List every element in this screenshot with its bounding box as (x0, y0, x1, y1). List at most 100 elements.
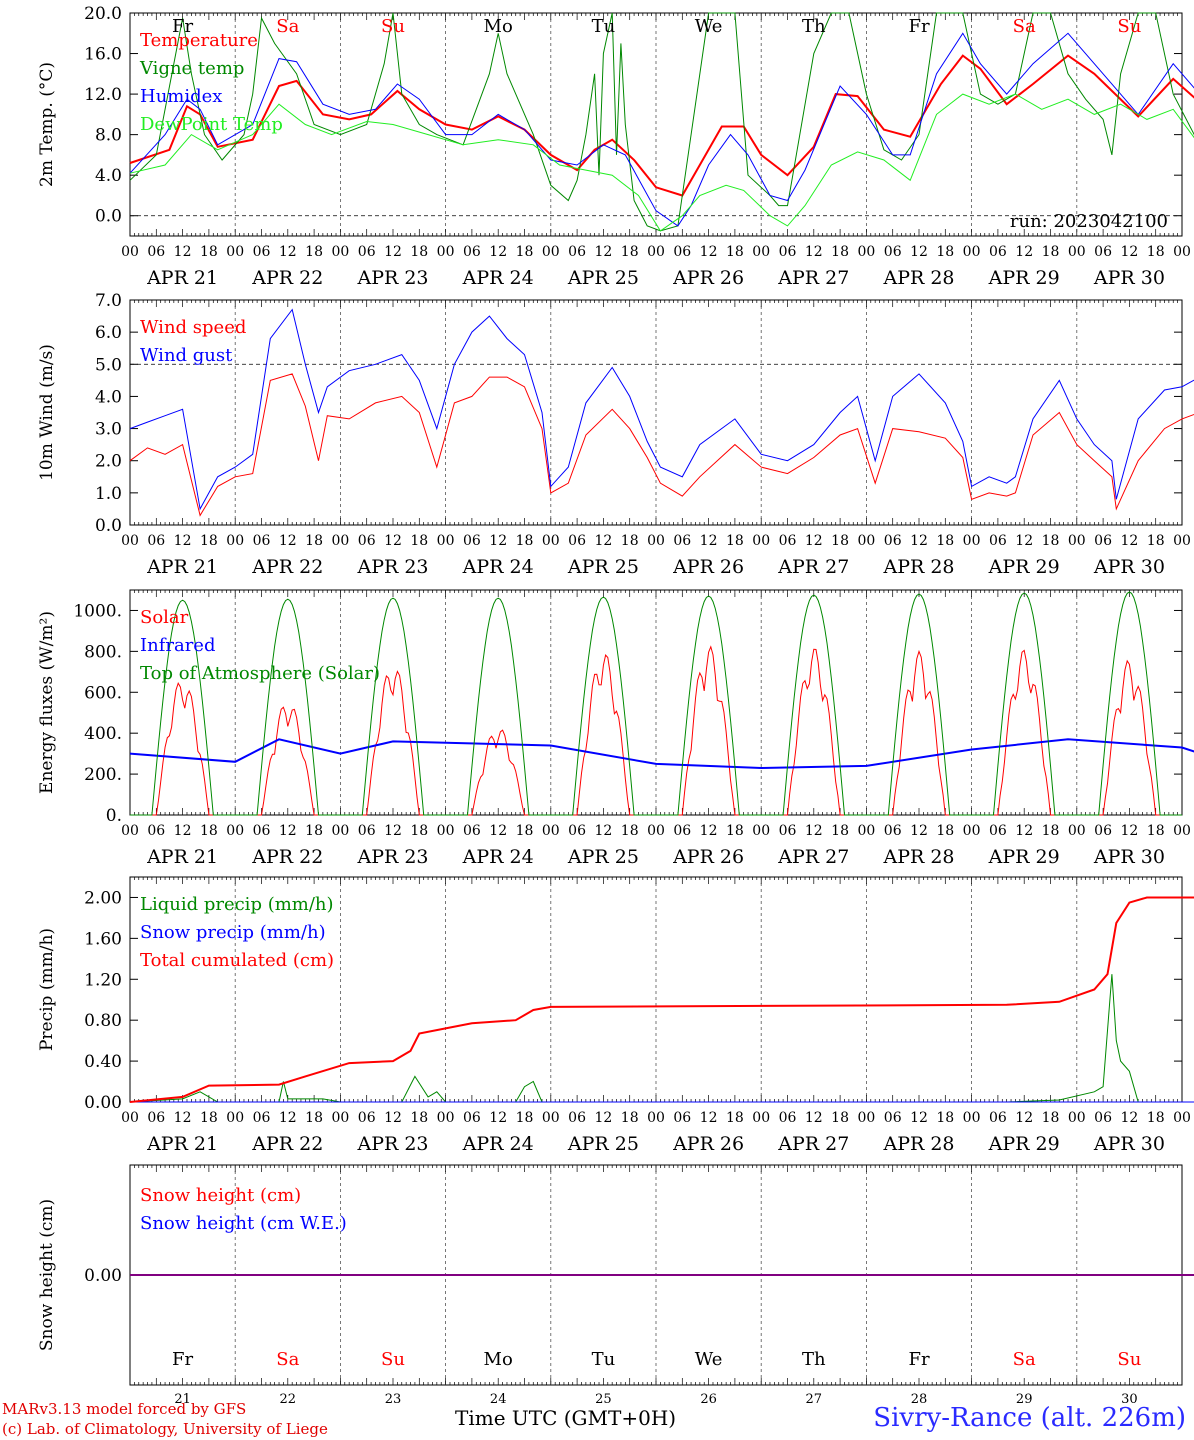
x-hour-label: 18 (621, 823, 639, 839)
series-line-top-of-atmosphere-solar (130, 591, 1182, 816)
legend-entry: Snow height (cm) (140, 1185, 301, 1206)
y-tick-label: 1.60 (84, 929, 122, 949)
x-hour-label: 06 (673, 533, 691, 549)
y-tick-label: 1000. (73, 601, 122, 621)
x-day-number: 24 (490, 1392, 507, 1407)
series-line-wind-speed (129, 373, 1194, 517)
y-tick-label: 0.00 (84, 1093, 122, 1113)
x-axis-title: Time UTC (GMT+0H) (455, 1406, 677, 1430)
x-hour-label: 00 (752, 244, 770, 260)
x-hour-label: 06 (779, 533, 797, 549)
x-hour-label: 00 (963, 823, 981, 839)
x-hour-label: 06 (1094, 1110, 1112, 1126)
x-hour-label: 12 (1120, 533, 1138, 549)
x-day-number: 30 (1121, 1392, 1138, 1407)
x-hour-label: 00 (1173, 533, 1191, 549)
y-tick-label: 8.0 (95, 126, 122, 146)
x-hour-label: 12 (489, 823, 507, 839)
x-hour-label: 06 (884, 533, 902, 549)
chart-panel-5: 0.00 Snow height (cm) Snow height (cm) Snow… (37, 1164, 1194, 1407)
x-hour-label: 00 (121, 533, 139, 549)
x-day-label: APR 24 (462, 846, 534, 868)
weekday-label: Su (381, 1349, 405, 1370)
x-hour-label: 06 (1094, 244, 1112, 260)
x-hour-label: 18 (410, 533, 428, 549)
legend-entry: Wind speed (140, 317, 246, 338)
x-hour-label: 00 (121, 1110, 139, 1126)
y-tick-label: 4.0 (95, 166, 122, 186)
x-hour-label: 12 (489, 244, 507, 260)
x-hour-label: 00 (857, 1110, 875, 1126)
x-hour-label: 12 (279, 244, 297, 260)
x-hour-label: 06 (147, 533, 165, 549)
weekday-label: Fr (172, 16, 193, 37)
y-axis-label: 10m Wind (m/s) (37, 344, 57, 481)
legend-entry: Humidex (140, 86, 222, 107)
x-hour-label: 00 (857, 533, 875, 549)
x-hour-label: 00 (752, 1110, 770, 1126)
x-hour-label: 18 (936, 1110, 954, 1126)
x-hour-label: 12 (700, 1110, 718, 1126)
x-hour-label: 06 (989, 244, 1007, 260)
x-hour-label: 00 (542, 244, 560, 260)
x-day-label: APR 24 (462, 267, 534, 289)
legend-entry: Temperature (140, 30, 258, 51)
y-tick-label: 800. (84, 642, 122, 662)
x-day-label: APR 27 (777, 556, 849, 578)
x-hour-label: 18 (726, 533, 744, 549)
y-tick-label: 600. (84, 683, 122, 703)
y-axis-label: Energy fluxes (W/m²) (37, 611, 57, 794)
series-line-liquid-precip-mm-h (129, 974, 1194, 1103)
legend-entry: Snow precip (mm/h) (140, 922, 326, 943)
x-hour-label: 06 (253, 533, 271, 549)
x-day-label: APR 25 (567, 556, 639, 578)
x-hour-label: 18 (516, 1110, 534, 1126)
chart-panel-1: 0.0 4.0 8.0 12.0 16.0 20.0 2m Temp. (°C) Temper… (37, 4, 1194, 289)
x-day-label: APR 28 (882, 556, 954, 578)
weekday-label: We (695, 1349, 723, 1370)
x-hour-label: 00 (1173, 244, 1191, 260)
x-hour-label: 18 (831, 823, 849, 839)
x-hour-label: 12 (174, 1110, 192, 1126)
x-hour-label: 06 (568, 533, 586, 549)
x-hour-label: 18 (1042, 533, 1060, 549)
x-hour-label: 06 (358, 1110, 376, 1126)
x-day-label: APR 27 (777, 846, 849, 868)
chart-panel-2: 0.0 1.0 2.0 3.0 4.0 5.0 6.0 7.0 10m Wind (m/s) Wi… (37, 291, 1194, 578)
x-day-label: APR 24 (462, 1133, 534, 1155)
x-hour-label: 06 (253, 823, 271, 839)
x-hour-label: 18 (1147, 244, 1165, 260)
y-tick-label: 12.0 (84, 85, 122, 105)
x-hour-label: 12 (1120, 1110, 1138, 1126)
legend-entry: Wind gust (140, 345, 233, 366)
x-day-label: APR 26 (672, 267, 744, 289)
x-hour-label: 00 (1173, 823, 1191, 839)
x-day-label: APR 23 (356, 1133, 428, 1155)
x-hour-label: 00 (963, 244, 981, 260)
y-tick-label: 1.0 (95, 484, 122, 504)
x-hour-label: 18 (831, 533, 849, 549)
y-tick-label: 1.20 (84, 970, 122, 990)
run-label: run: 2023042100 (1010, 211, 1168, 232)
x-hour-label: 12 (910, 1110, 928, 1126)
x-hour-label: 12 (700, 823, 718, 839)
x-hour-label: 18 (726, 823, 744, 839)
legend-entry: Solar (140, 607, 189, 628)
x-day-number: 22 (280, 1392, 297, 1407)
x-hour-label: 12 (910, 533, 928, 549)
y-tick-label: 0.0 (95, 516, 122, 536)
x-hour-label: 06 (1094, 533, 1112, 549)
x-hour-label: 06 (463, 823, 481, 839)
x-hour-label: 06 (673, 823, 691, 839)
y-tick-label: 4.0 (95, 387, 122, 407)
plot-frame (129, 12, 1183, 237)
x-day-label: APR 26 (672, 1133, 744, 1155)
x-hour-label: 06 (463, 533, 481, 549)
legend-entry: Vigne temp (139, 58, 244, 79)
weekday-label: Mo (484, 16, 513, 37)
x-hour-label: 18 (936, 244, 954, 260)
station-name: Sivry-Rance (alt. 226m) (873, 1403, 1186, 1433)
legend-entry: DewPoint Temp (140, 114, 283, 135)
x-hour-label: 12 (1015, 1110, 1033, 1126)
x-day-number: 25 (595, 1392, 612, 1407)
